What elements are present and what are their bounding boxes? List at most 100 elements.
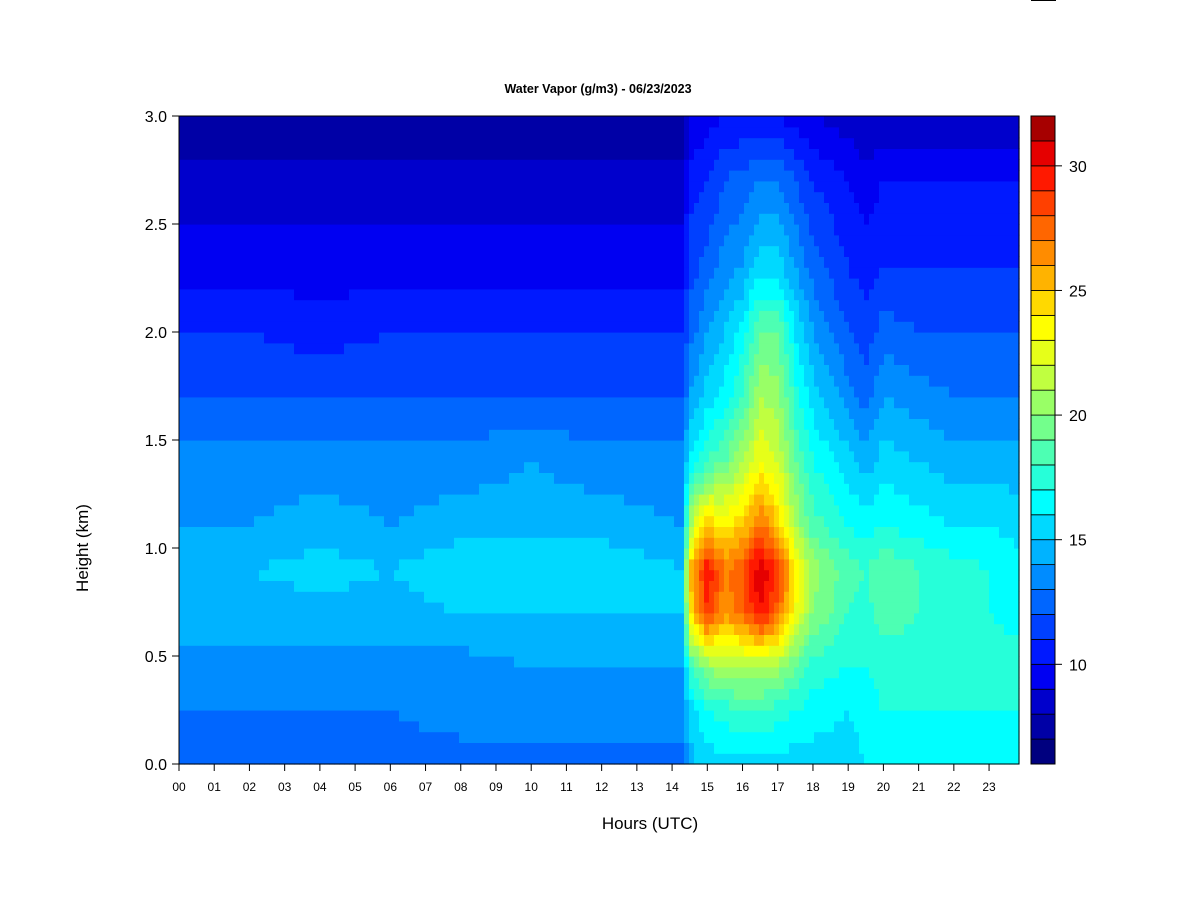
heatmap-cell (384, 623, 390, 635)
heatmap-cell (344, 591, 350, 603)
heatmap-cell (189, 396, 195, 409)
heatmap-cell (524, 202, 530, 214)
heatmap-cell (419, 612, 425, 625)
heatmap-cell (439, 580, 445, 592)
heatmap-cell (464, 375, 470, 387)
heatmap-cell (509, 656, 515, 668)
heatmap-cell (409, 569, 415, 581)
heatmap-cell (559, 526, 565, 538)
heatmap-cell (554, 656, 560, 668)
heatmap-cell (494, 288, 500, 301)
heatmap-cell (464, 677, 470, 689)
heatmap-cell (514, 396, 520, 409)
heatmap-cell (564, 342, 570, 355)
heatmap-cell (494, 364, 500, 376)
heatmap-cell (379, 116, 385, 128)
heatmap-cell (329, 548, 335, 560)
heatmap-cell (539, 180, 545, 193)
heatmap-cell (434, 202, 440, 214)
heatmap-cell (434, 504, 440, 517)
heatmap-cell (429, 504, 435, 517)
heatmap-cell (369, 386, 375, 398)
heatmap-cell (374, 386, 380, 398)
heatmap-cell (479, 580, 485, 592)
heatmap-cell (474, 137, 480, 149)
heatmap-cell (389, 440, 395, 452)
heatmap-cell (234, 126, 240, 139)
heatmap-cell (464, 159, 470, 171)
heatmap-cell (259, 364, 265, 376)
heatmap-cell (439, 688, 445, 700)
heatmap-cell (339, 472, 345, 484)
heatmap-cell (219, 429, 225, 441)
heatmap-cell (304, 666, 310, 679)
heatmap-cell (494, 742, 500, 754)
heatmap-cell (369, 656, 375, 668)
heatmap-cell (379, 731, 385, 743)
heatmap-cell (334, 396, 340, 409)
heatmap-cell (454, 137, 460, 149)
heatmap-cell (249, 342, 255, 355)
heatmap-cell (284, 623, 290, 635)
heatmap-cell (239, 645, 245, 657)
heatmap-cell (329, 472, 335, 484)
heatmap-cell (494, 450, 500, 463)
heatmap-cell (189, 612, 195, 625)
heatmap-cell (264, 353, 270, 365)
heatmap-cell (534, 558, 540, 571)
heatmap-cell (499, 591, 505, 603)
heatmap-cell (514, 731, 520, 743)
heatmap-cell (409, 461, 415, 473)
heatmap-cell (254, 342, 260, 355)
heatmap-cell (499, 548, 505, 560)
heatmap-cell (254, 407, 260, 419)
heatmap-cell (554, 310, 560, 322)
heatmap-cell (274, 623, 280, 635)
heatmap-cell (489, 526, 495, 538)
heatmap-cell (344, 321, 350, 333)
heatmap-cell (394, 429, 400, 441)
heatmap-cell (419, 407, 425, 419)
heatmap-cell (514, 515, 520, 527)
heatmap-cell (309, 688, 315, 700)
heatmap-cell (194, 634, 200, 646)
heatmap-cell (574, 364, 580, 376)
heatmap-cell (289, 548, 295, 560)
heatmap-cell (484, 558, 490, 571)
heatmap-cell (254, 224, 260, 236)
heatmap-cell (309, 191, 315, 203)
heatmap-cell (349, 666, 355, 679)
heatmap-cell (369, 116, 375, 128)
heatmap-cell (204, 159, 210, 171)
heatmap-cell (284, 429, 290, 441)
heatmap-cell (399, 753, 405, 765)
heatmap-cell (299, 407, 305, 419)
heatmap-cell (304, 634, 310, 646)
heatmap-cell (299, 634, 305, 646)
heatmap-cell (469, 731, 475, 743)
heatmap-cell (549, 159, 555, 171)
heatmap-cell (534, 299, 540, 311)
heatmap-cell (419, 537, 425, 549)
heatmap-cell (304, 548, 310, 560)
heatmap-cell (244, 569, 250, 581)
heatmap-cell (474, 332, 480, 344)
heatmap-cell (464, 580, 470, 592)
heatmap-cell (254, 537, 260, 549)
heatmap-cell (254, 558, 260, 571)
heatmap-cell (289, 450, 295, 463)
heatmap-cell (529, 267, 535, 279)
heatmap-cell (459, 245, 465, 257)
heatmap-cell (419, 375, 425, 387)
heatmap-cell (589, 440, 595, 452)
heatmap-cell (349, 548, 355, 560)
heatmap-cell (509, 634, 515, 646)
heatmap-cell (239, 548, 245, 560)
heatmap-cell (269, 159, 275, 171)
heatmap-cell (294, 213, 300, 225)
heatmap-cell (469, 418, 475, 430)
heatmap-cell (204, 299, 210, 311)
heatmap-cell (274, 202, 280, 214)
heatmap-cell (264, 364, 270, 376)
heatmap-cell (409, 299, 415, 311)
